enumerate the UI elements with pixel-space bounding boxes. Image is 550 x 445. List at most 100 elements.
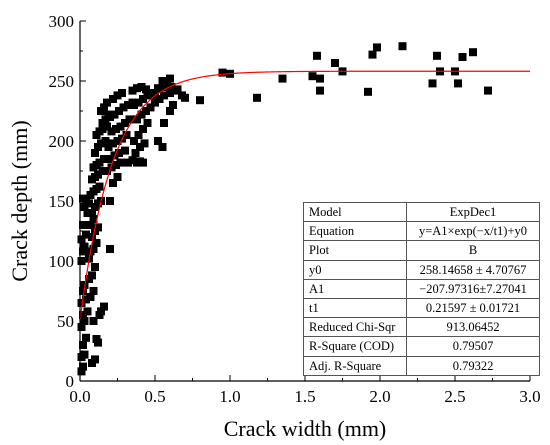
data-point [88, 233, 96, 241]
data-point [113, 91, 122, 100]
data-point [158, 143, 167, 151]
data-point [103, 98, 111, 107]
data-point [82, 333, 90, 342]
data-point [82, 295, 90, 304]
fit-table-value: B [406, 240, 540, 261]
data-point [469, 48, 477, 57]
data-point [104, 143, 113, 151]
fit-table-key: Equation [303, 221, 407, 242]
data-point [109, 179, 117, 187]
fit-table-key: Reduced Chi-Sqr [303, 317, 407, 338]
data-point [484, 86, 492, 95]
data-point [79, 221, 87, 229]
data-point [94, 223, 102, 232]
fit-table-key: A1 [303, 278, 407, 299]
fit-table-key: y0 [303, 259, 407, 280]
data-point [121, 146, 129, 155]
data-point [134, 98, 143, 107]
data-point [79, 247, 87, 256]
data-point [86, 221, 95, 229]
fit-table-key: Adj. R-Square [303, 355, 407, 376]
y-tick-label: 0 [66, 372, 75, 391]
data-point [313, 51, 321, 60]
fit-table-key: R-Square (COD) [303, 336, 407, 357]
data-point [433, 51, 441, 60]
data-point [119, 103, 128, 112]
fit-curve [79, 70, 530, 321]
data-point [109, 95, 117, 103]
data-point [95, 158, 104, 167]
data-point [368, 50, 377, 59]
data-point [77, 323, 86, 331]
data-point [77, 235, 86, 244]
data-point [97, 139, 105, 148]
data-point [158, 83, 167, 91]
data-point [115, 107, 123, 115]
data-point [364, 87, 372, 96]
data-point [131, 149, 140, 157]
data-point [88, 271, 96, 280]
y-axis-title: Crack depth (mm) [7, 120, 32, 281]
data-point [142, 107, 150, 115]
data-point [278, 74, 287, 83]
data-point [106, 155, 114, 163]
data-point [154, 137, 162, 145]
data-point [79, 311, 87, 319]
data-point [160, 119, 168, 127]
data-point [112, 161, 120, 169]
data-point [137, 83, 146, 91]
fit-table-value: 0.79322 [406, 355, 540, 376]
data-point [85, 199, 93, 208]
y-axis-ticks: 0 50 100 150 200 250 300 [49, 12, 86, 391]
data-point [80, 242, 89, 251]
data-point [83, 307, 92, 316]
x-axis-ticks: 0.0 0.5 1.0 1.5 2.0 2.5 3.0 [69, 375, 541, 406]
data-point [146, 103, 155, 112]
data-point [82, 230, 90, 239]
data-point [140, 139, 149, 148]
data-point [130, 101, 138, 109]
fit-table-value: y=A1×exp(−x/t1)+y0 [406, 221, 540, 242]
data-point [124, 101, 132, 109]
fit-table-row: t1 0.21597 ± 0.01721 [303, 297, 540, 319]
data-point [89, 215, 98, 223]
y-tick-label: 150 [49, 192, 75, 211]
data-point [118, 89, 126, 97]
data-point [134, 131, 143, 139]
data-point [115, 149, 123, 157]
data-point [113, 173, 122, 181]
data-point [316, 86, 324, 95]
data-point [398, 42, 407, 51]
fit-table-row: R-Square (COD) 0.79507 [303, 336, 540, 357]
data-point [158, 77, 167, 85]
data-point [97, 307, 105, 316]
data-point [103, 122, 111, 131]
fit-table-row: y0 258.14658 ± 4.70767 [303, 259, 540, 280]
fit-table-value: 0.21597 ± 0.01721 [406, 297, 540, 319]
fit-table-row: Model ExpDec1 [303, 201, 540, 223]
y-tick-label: 300 [49, 12, 75, 31]
data-point [89, 317, 98, 325]
data-point [106, 197, 114, 205]
data-point [80, 203, 89, 211]
data-point [79, 341, 87, 349]
data-point [94, 170, 102, 179]
data-point [316, 74, 324, 83]
data-point [428, 79, 437, 88]
data-point [139, 158, 147, 167]
data-point [166, 74, 174, 83]
data-point [373, 43, 381, 52]
data-point [92, 335, 101, 343]
data-point [133, 115, 141, 124]
data-point [143, 119, 152, 127]
data-point [121, 119, 129, 127]
fit-table-key: Plot [303, 240, 407, 261]
fit-table-row: Reduced Chi-Sqr 913.06452 [303, 317, 540, 338]
y-tick-label: 200 [49, 132, 75, 151]
data-point [458, 53, 467, 61]
data-point [196, 96, 204, 105]
data-point [101, 115, 110, 124]
fit-table-value: 913.06452 [406, 317, 540, 338]
data-point [218, 68, 227, 77]
